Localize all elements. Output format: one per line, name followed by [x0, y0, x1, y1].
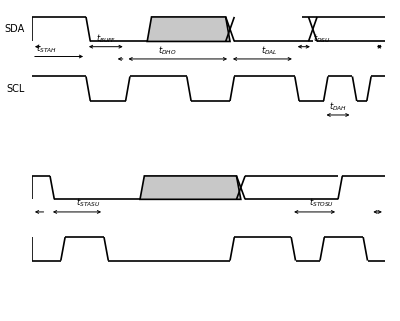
Text: $t_{DHO}$: $t_{DHO}$ — [158, 44, 176, 57]
Text: $t_{DAL}$: $t_{DAL}$ — [261, 44, 278, 57]
Text: $t_{DSU}$: $t_{DSU}$ — [313, 32, 331, 45]
Polygon shape — [147, 17, 230, 41]
Text: $t_{STASU}$: $t_{STASU}$ — [76, 197, 100, 209]
Text: $t_{STOSU}$: $t_{STOSU}$ — [309, 197, 334, 209]
Text: $t_{BUFF}$: $t_{BUFF}$ — [96, 32, 116, 45]
Text: $t_{DAH}$: $t_{DAH}$ — [329, 101, 347, 113]
Text: $t_{STAH}$: $t_{STAH}$ — [36, 42, 56, 55]
Text: SDA: SDA — [4, 24, 25, 34]
Text: SCL: SCL — [6, 84, 25, 94]
Polygon shape — [140, 176, 241, 199]
